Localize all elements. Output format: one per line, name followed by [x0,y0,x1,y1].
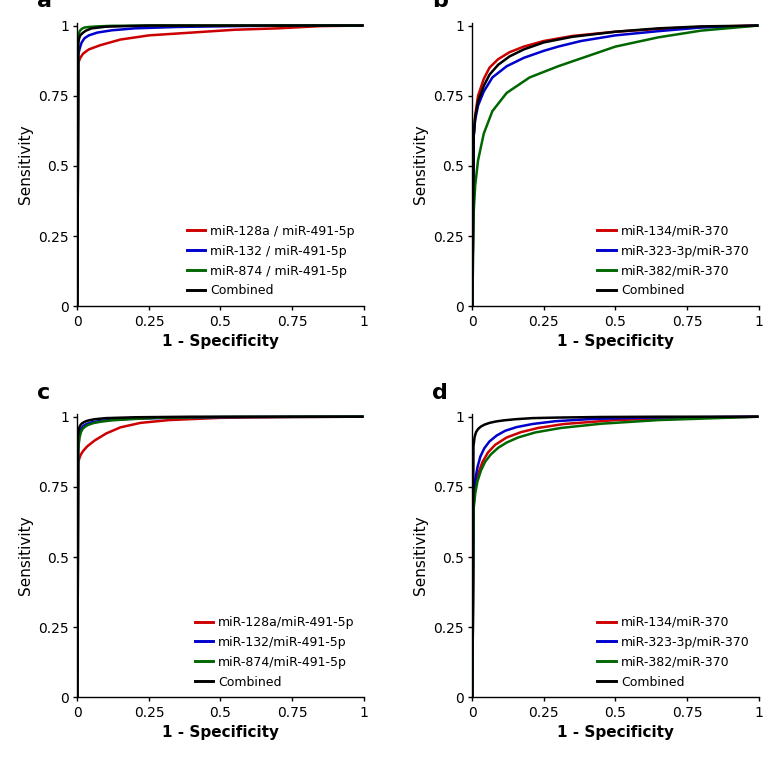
Legend: miR-128a/miR-491-5p, miR-132/miR-491-5p, miR-874/miR-491-5p, Combined: miR-128a/miR-491-5p, miR-132/miR-491-5p,… [192,613,358,691]
Legend: miR-134/miR-370, miR-323-3p/miR-370, miR-382/miR-370, Combined: miR-134/miR-370, miR-323-3p/miR-370, miR… [594,613,752,691]
Y-axis label: Sensitivity: Sensitivity [413,124,428,204]
Text: c: c [37,383,50,402]
Y-axis label: Sensitivity: Sensitivity [413,516,428,596]
X-axis label: 1 - Specificity: 1 - Specificity [162,334,279,349]
Text: b: b [432,0,448,11]
Y-axis label: Sensitivity: Sensitivity [18,124,33,204]
X-axis label: 1 - Specificity: 1 - Specificity [162,725,279,741]
Y-axis label: Sensitivity: Sensitivity [18,516,33,596]
X-axis label: 1 - Specificity: 1 - Specificity [557,725,674,741]
Legend: miR-128a / miR-491-5p, miR-132 / miR-491-5p, miR-874 / miR-491-5p, Combined: miR-128a / miR-491-5p, miR-132 / miR-491… [184,222,358,300]
Legend: miR-134/miR-370, miR-323-3p/miR-370, miR-382/miR-370, Combined: miR-134/miR-370, miR-323-3p/miR-370, miR… [594,222,752,300]
Text: a: a [37,0,53,11]
Text: d: d [432,383,448,402]
X-axis label: 1 - Specificity: 1 - Specificity [557,334,674,349]
